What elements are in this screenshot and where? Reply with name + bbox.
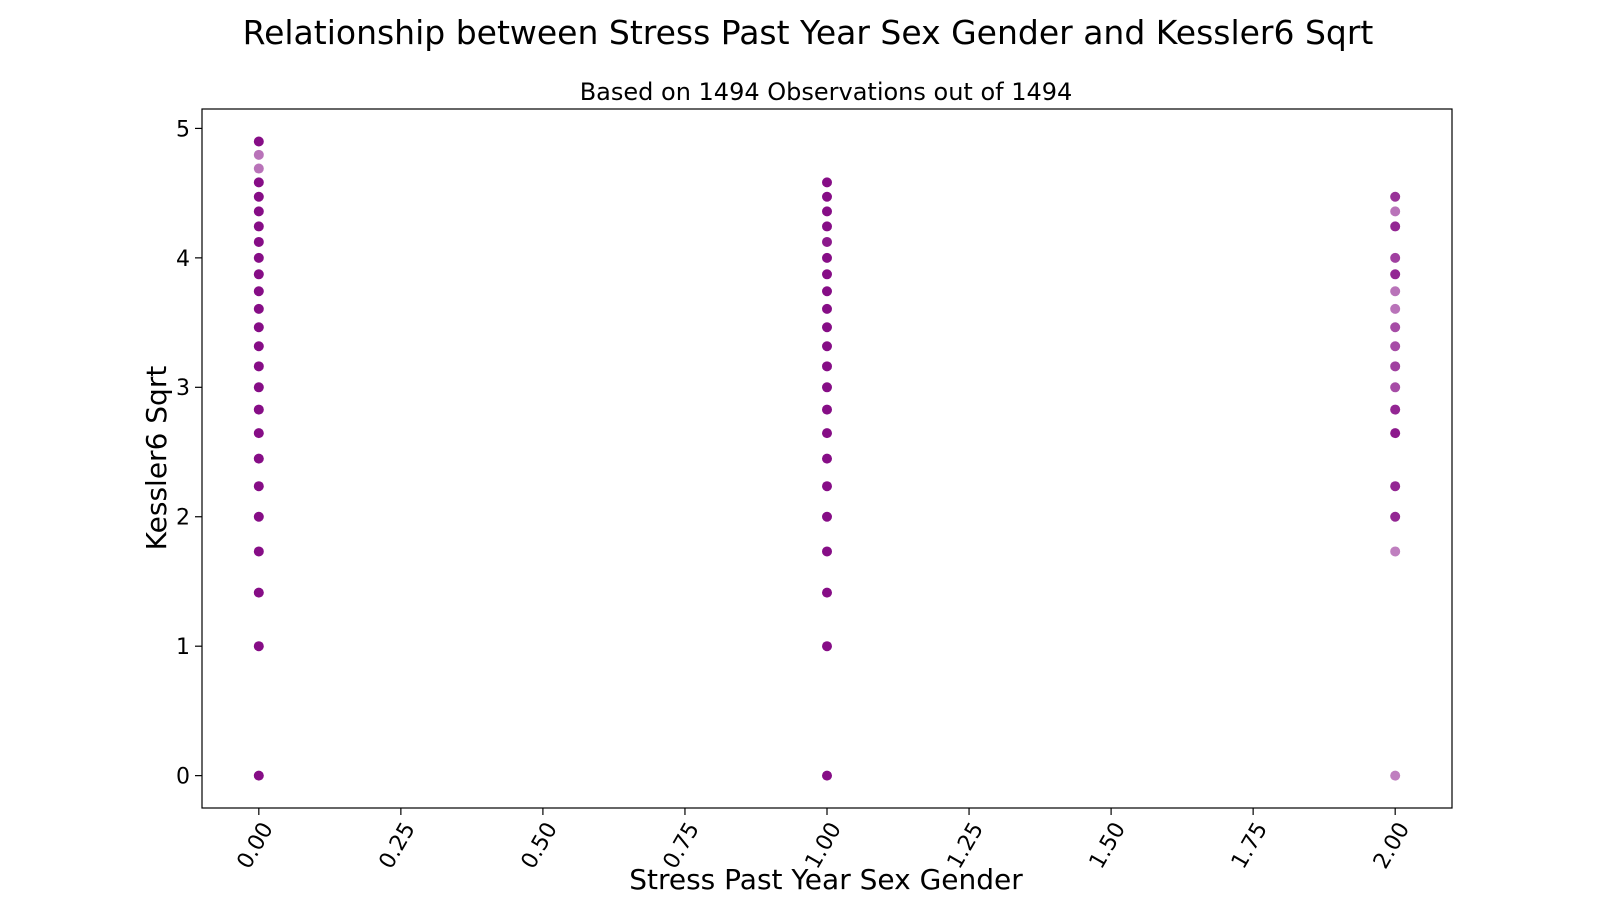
data-point bbox=[822, 453, 832, 464]
data-point bbox=[1390, 382, 1401, 393]
data-point bbox=[253, 587, 264, 598]
data-point bbox=[253, 149, 264, 160]
data-point bbox=[822, 221, 832, 232]
data-point bbox=[822, 206, 832, 217]
data-point bbox=[822, 236, 832, 247]
y-tick-label: 0 bbox=[176, 765, 190, 790]
chart-title: Relationship between Stress Past Year Se… bbox=[243, 13, 1374, 52]
data-point bbox=[253, 641, 264, 652]
data-point bbox=[1390, 191, 1401, 202]
data-point bbox=[1390, 286, 1401, 297]
data-point bbox=[822, 511, 832, 522]
data-point bbox=[1390, 770, 1401, 781]
data-point bbox=[253, 322, 264, 333]
data-point bbox=[253, 546, 264, 557]
data-point bbox=[253, 136, 264, 147]
data-point bbox=[1390, 511, 1401, 522]
data-point bbox=[1390, 404, 1401, 415]
data-point bbox=[253, 361, 264, 372]
data-point bbox=[822, 481, 832, 492]
data-point bbox=[253, 252, 264, 263]
data-point bbox=[822, 286, 832, 297]
data-point bbox=[822, 269, 832, 280]
data-point bbox=[253, 286, 264, 297]
y-axis-ticks: 0 1 2 3 4 5 bbox=[176, 117, 202, 790]
x-tick-label: 1.50 bbox=[1085, 818, 1131, 873]
data-point bbox=[253, 191, 264, 202]
data-point bbox=[1390, 269, 1401, 280]
data-point bbox=[253, 221, 264, 232]
data-point bbox=[253, 770, 264, 781]
data-point bbox=[1390, 303, 1401, 314]
x-tick-label: 1.75 bbox=[1227, 818, 1273, 873]
data-point bbox=[1390, 322, 1401, 333]
data-point bbox=[822, 322, 832, 333]
x-tick-label: 2.00 bbox=[1369, 818, 1415, 873]
data-point bbox=[1390, 341, 1401, 352]
data-point bbox=[253, 303, 264, 314]
data-point bbox=[822, 177, 832, 188]
x-tick-label: 0.00 bbox=[233, 818, 279, 873]
y-tick-label: 3 bbox=[176, 376, 190, 401]
data-point bbox=[1390, 221, 1401, 232]
data-point bbox=[822, 428, 832, 439]
chart-subtitle: Based on 1494 Observations out of 1494 bbox=[580, 78, 1073, 106]
y-tick-label: 1 bbox=[176, 635, 190, 660]
data-point bbox=[253, 481, 264, 492]
data-point bbox=[253, 177, 264, 188]
y-axis-label: Kessler6 Sqrt bbox=[140, 366, 173, 551]
y-tick-label: 5 bbox=[176, 117, 190, 142]
data-point bbox=[1390, 481, 1401, 492]
data-point bbox=[822, 252, 832, 263]
data-point bbox=[822, 641, 832, 652]
data-point bbox=[253, 453, 264, 464]
data-point bbox=[822, 341, 832, 352]
data-point bbox=[253, 236, 264, 247]
y-tick-label: 2 bbox=[176, 506, 190, 531]
data-point bbox=[1390, 546, 1401, 557]
y-tick-label: 4 bbox=[176, 247, 190, 272]
data-point bbox=[1390, 252, 1401, 263]
data-point bbox=[822, 546, 832, 557]
data-point bbox=[253, 511, 264, 522]
data-point bbox=[822, 382, 832, 393]
x-tick-label: 0.25 bbox=[375, 818, 421, 873]
x-tick-label: 0.50 bbox=[517, 818, 563, 873]
data-point bbox=[253, 404, 264, 415]
data-point bbox=[253, 382, 264, 393]
data-points bbox=[253, 136, 1401, 781]
data-point bbox=[253, 428, 264, 439]
x-axis-label: Stress Past Year Sex Gender bbox=[629, 863, 1023, 896]
data-point bbox=[822, 303, 832, 314]
data-point bbox=[253, 269, 264, 280]
data-point bbox=[822, 404, 832, 415]
data-point bbox=[253, 341, 264, 352]
data-point bbox=[1390, 206, 1401, 217]
data-point bbox=[1390, 428, 1401, 439]
data-point bbox=[1390, 361, 1401, 372]
data-point bbox=[253, 163, 264, 174]
data-point bbox=[822, 587, 832, 598]
data-point bbox=[822, 770, 832, 781]
data-point bbox=[822, 191, 832, 202]
data-point bbox=[822, 361, 832, 372]
data-point bbox=[253, 206, 264, 217]
